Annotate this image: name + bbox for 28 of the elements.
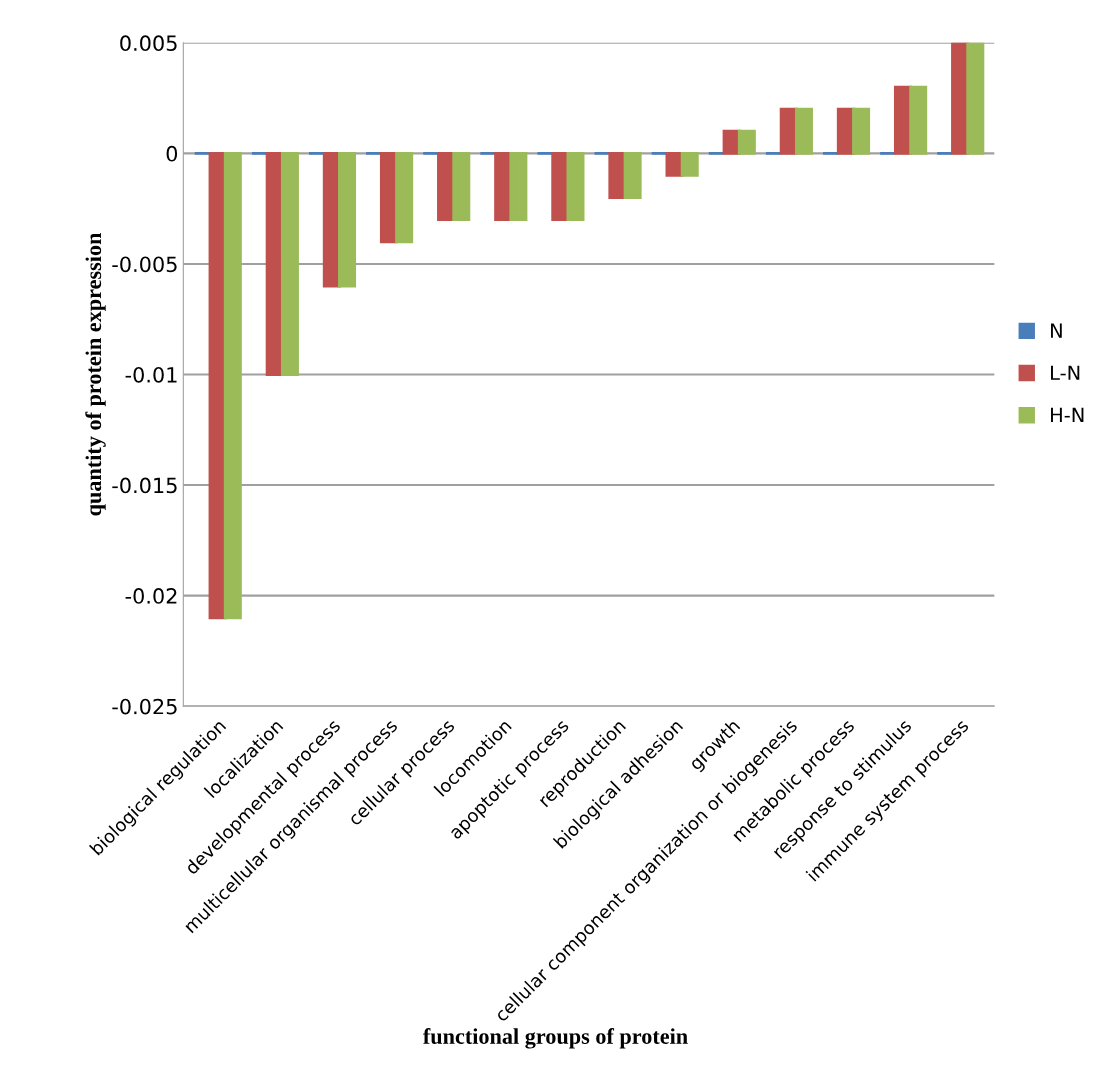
bar xyxy=(680,151,699,177)
bar xyxy=(665,151,684,177)
legend-label: H-N xyxy=(1051,407,1084,423)
y-tick-label: -0.005 xyxy=(112,256,177,273)
bar xyxy=(608,151,627,199)
y-tick-label: -0.02 xyxy=(125,588,177,604)
y-tick-label: -0.015 xyxy=(112,477,177,494)
bar xyxy=(509,151,528,222)
bar xyxy=(223,151,242,620)
bar xyxy=(737,129,756,155)
y-tick-label: 0.005 xyxy=(120,35,177,52)
y-axis-title: quantity of protein expression xyxy=(85,232,106,516)
bar xyxy=(966,42,985,155)
y-tick-label: -0.01 xyxy=(125,366,177,383)
bar xyxy=(338,151,357,288)
legend-label: L-N xyxy=(1051,365,1080,380)
bar xyxy=(280,151,299,376)
legend-label: N xyxy=(1051,323,1062,338)
bar xyxy=(623,151,642,199)
bar xyxy=(794,107,813,155)
bar xyxy=(852,107,871,155)
y-tick-label: -0.025 xyxy=(112,698,177,715)
bar xyxy=(395,151,414,244)
y-tick-label: 0 xyxy=(166,145,178,162)
bar xyxy=(909,85,928,155)
bar xyxy=(566,151,585,222)
x-axis-title: functional groups of protein xyxy=(423,1028,688,1049)
bar xyxy=(452,151,471,222)
